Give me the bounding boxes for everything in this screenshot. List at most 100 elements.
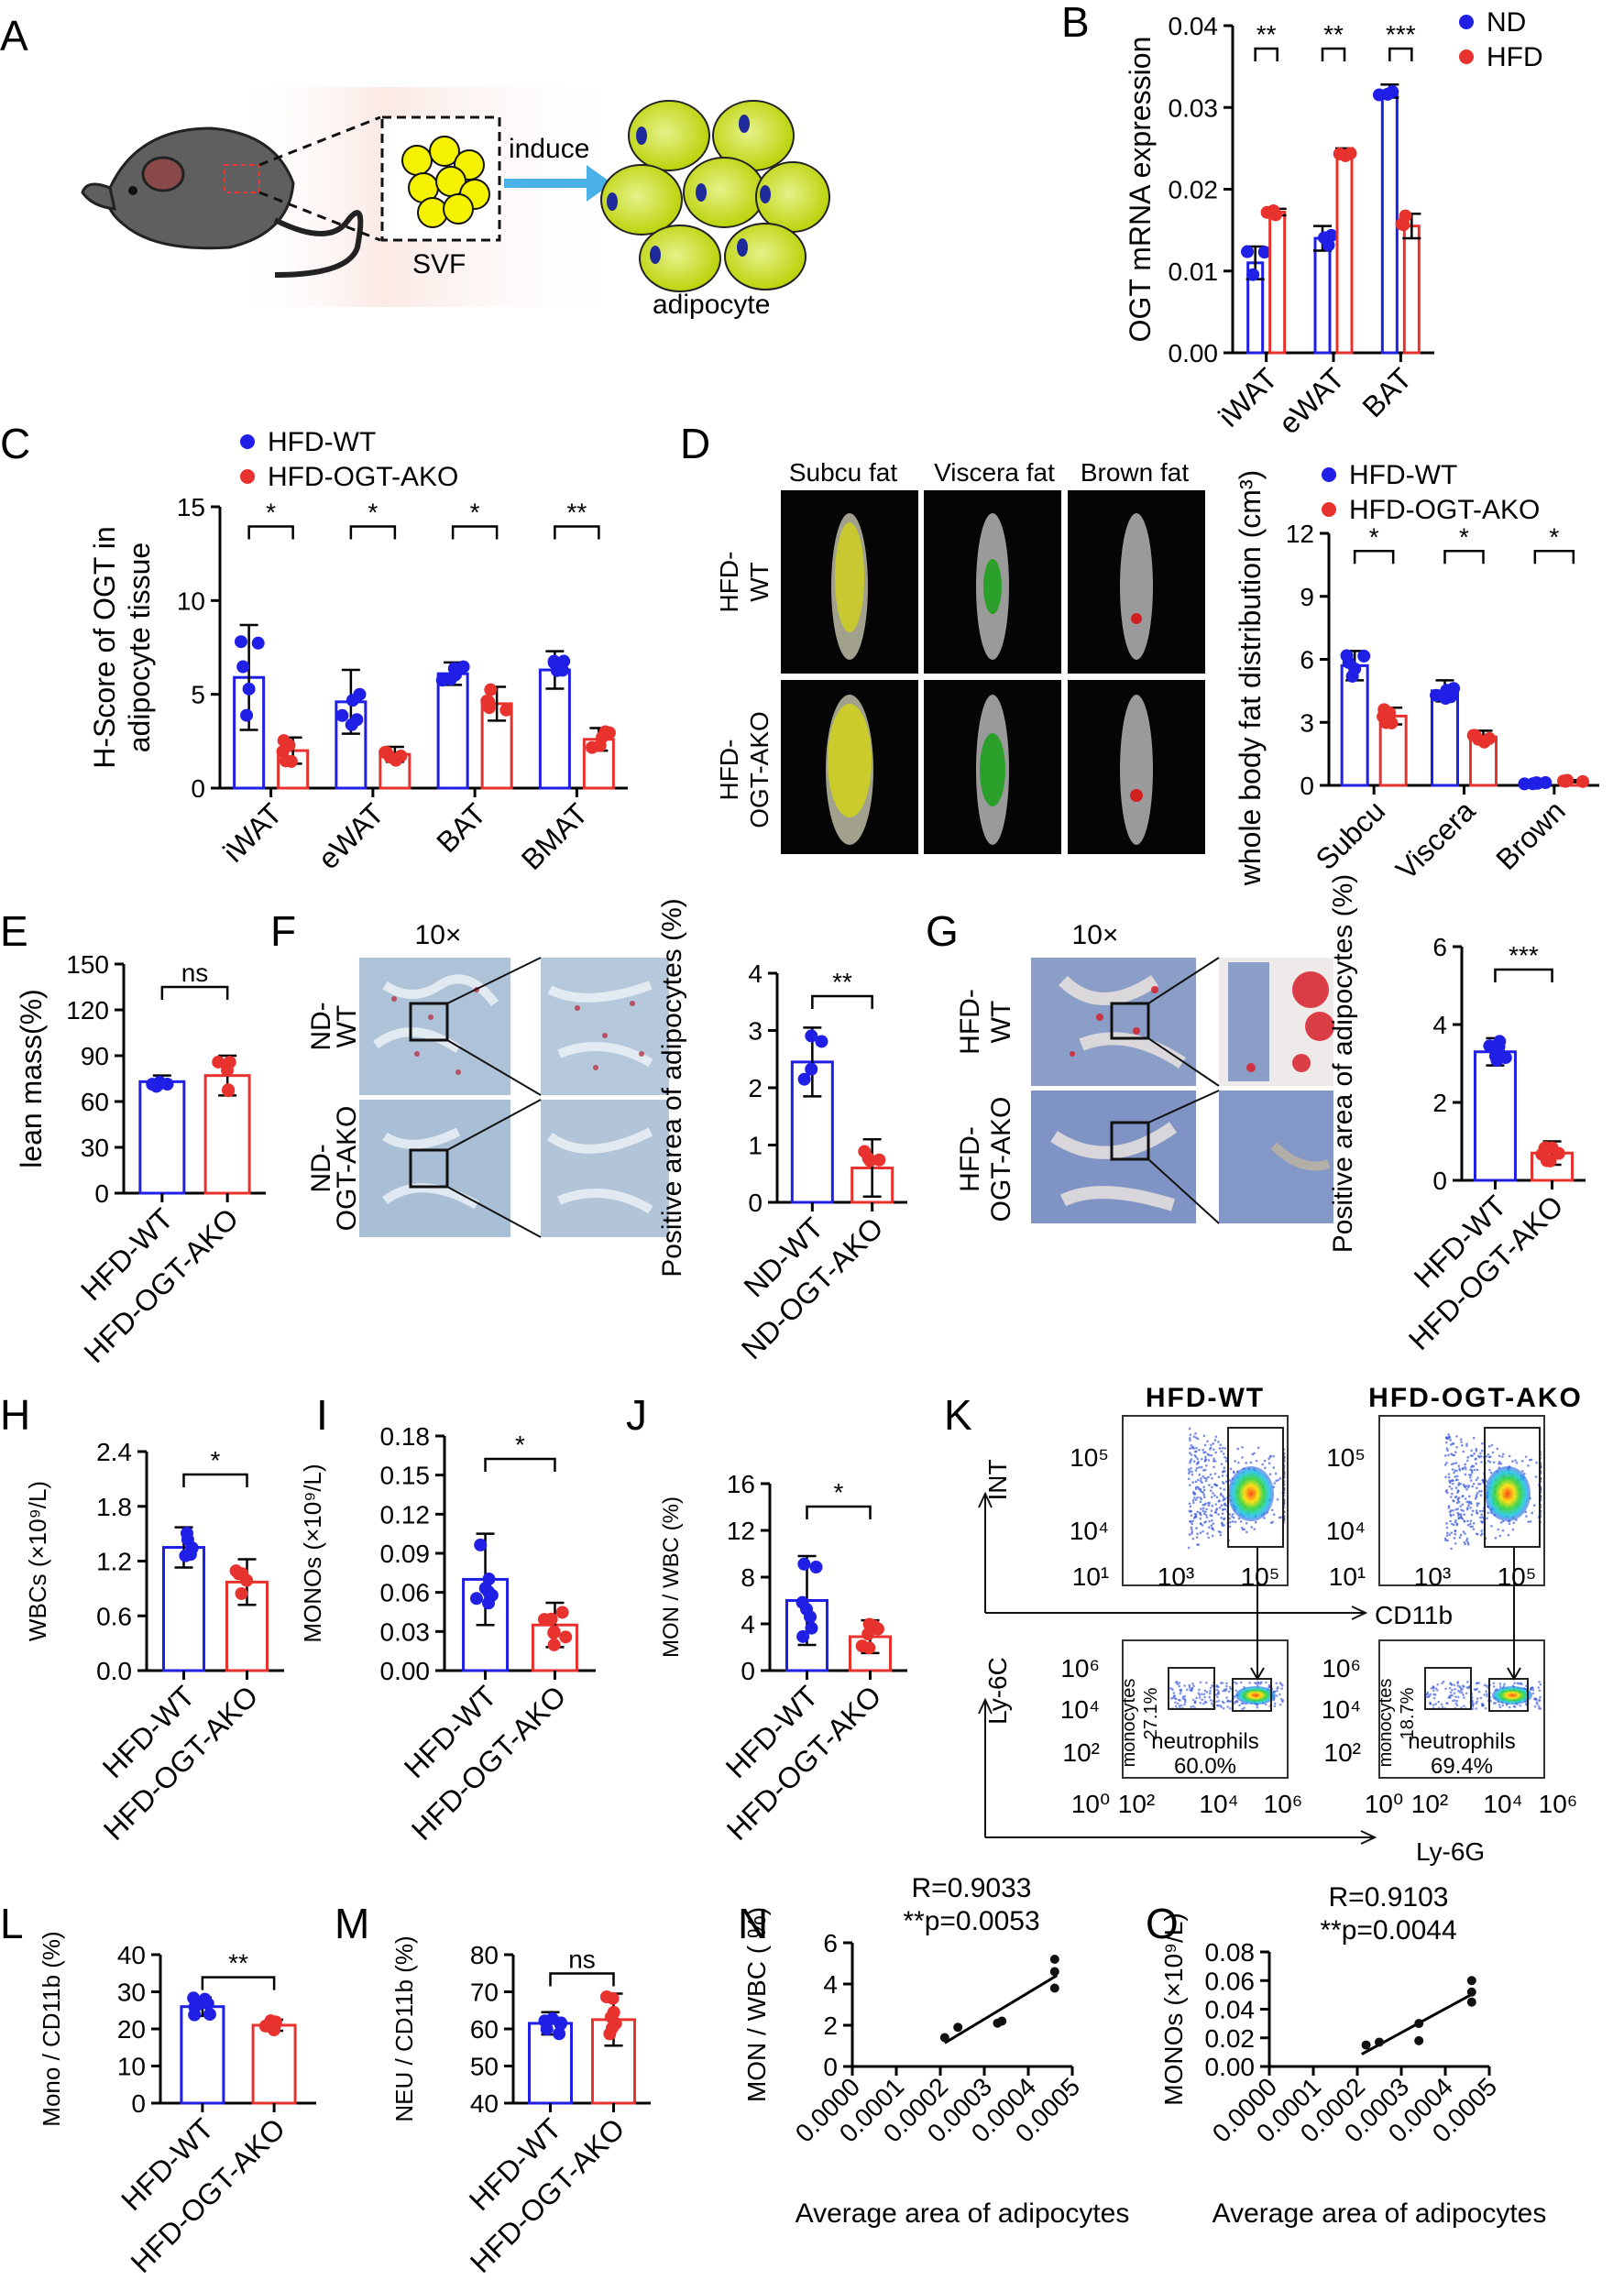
k-dot [1223,1470,1226,1473]
chart-i-1-point [537,1613,551,1627]
k-dot [1453,1537,1456,1540]
k-dot [1432,1693,1435,1696]
k-dot [1511,1528,1515,1531]
panel-label-c: C [0,420,30,467]
k-wt-bot-ytick-3: 10² [1063,1738,1100,1767]
k-dot [1171,1688,1174,1692]
chart-n-point [1049,1983,1059,1993]
k-dot [1189,1519,1191,1523]
k-dot [1192,1460,1196,1463]
k-ko-neu-label: neutrophils [1408,1729,1515,1754]
k-dot [1226,1705,1229,1708]
k-dot [1445,1702,1448,1705]
k-dot [1501,1529,1505,1532]
adipocyte-label: adipocyte [653,290,770,320]
k-ko-bot-xtick-3: 10⁴ [1483,1790,1522,1818]
k-dot [1467,1500,1471,1503]
k-dot [1190,1689,1193,1692]
k-dot [1195,1463,1199,1465]
k-dot [1176,1683,1180,1686]
k-dot [1265,1681,1267,1684]
k-dot [1465,1487,1468,1491]
k-dot [1228,1513,1232,1516]
k-dot [1531,1511,1534,1515]
chart-e-ytick-label: 60 [81,1088,109,1116]
chart-e-ytick-label: 150 [66,950,109,979]
k-dot [1211,1518,1213,1522]
k-dot [1177,1698,1180,1702]
k-dot [1268,1455,1272,1459]
k-dot [1425,1695,1429,1699]
k-ko-mono-label: monocytes [1376,1679,1396,1768]
chart-e-ytick-label: 30 [81,1134,109,1162]
k-dot [1464,1473,1467,1476]
chart-l-bracket [201,1976,276,1990]
k-dot [1197,1461,1200,1463]
chart-m-0-point [538,2014,552,2028]
k-dot [1196,1532,1199,1536]
k-dot [1193,1496,1196,1499]
k-dot [1204,1701,1208,1705]
chart-l-bar-0 [180,2005,225,2105]
k-dot [1527,1520,1531,1523]
k-dot [1464,1542,1467,1546]
chart-g-1-point [1543,1154,1557,1167]
k-dot [1194,1513,1198,1516]
k-dot [1256,1683,1259,1687]
k-title-wt: HFD-WT [1146,1383,1265,1413]
k-dot [1207,1526,1211,1529]
chart-b-legend-label: HFD [1487,42,1543,72]
k-dot [1471,1707,1475,1710]
chart-f-1-point [858,1145,872,1158]
k-dot [1231,1520,1234,1523]
chart-h-ytick-label: 1.2 [96,1548,132,1576]
k-dot [1199,1517,1202,1520]
chart-e-ytick-label: 0 [94,1179,109,1208]
chart-c-legend-marker [240,469,255,484]
k-dot [1459,1482,1462,1485]
g-row-wt-2: WT [986,1001,1016,1044]
k-dot [1278,1703,1282,1706]
k-dot [1181,1697,1185,1700]
chart-g-1-point [1552,1146,1565,1160]
chart-n-annot-p: **p=0.0053 [903,1906,1039,1936]
chart-i-ytick-label: 0.12 [380,1500,431,1529]
chart-j-0-point [796,1629,810,1643]
k-wt-neu-label: neutrophils [1151,1729,1258,1754]
k-dot [1178,1705,1181,1707]
k-dot [1454,1462,1458,1464]
k-dot [1537,1705,1541,1708]
k-dot [1210,1509,1213,1512]
k-dot [1198,1474,1202,1476]
k-dot [1214,1694,1218,1696]
k-wt-bot-xtick-4: 10⁶ [1264,1790,1303,1818]
k-dot [1216,1704,1220,1707]
k-dot [1211,1476,1213,1480]
k-dot [1442,1680,1445,1683]
k-dot [1194,1469,1198,1472]
k-dot [1228,1479,1232,1482]
k-dot [1214,1435,1218,1439]
k-dot [1508,1705,1511,1709]
k-dot [1215,1507,1219,1510]
k-dot [1481,1509,1485,1513]
k-dot [1466,1523,1470,1527]
k-dot [1193,1516,1197,1518]
chart-d-1-point [1483,731,1497,745]
chart-c-1-point [394,749,408,762]
k-dot [1487,1511,1490,1515]
k-dot [1469,1479,1473,1482]
chart-l-1-point [264,2020,278,2033]
chart-m-ytick-label: 60 [470,2015,499,2044]
k-dot [1237,1461,1240,1464]
k-dot [1454,1695,1457,1698]
k-dot [1480,1461,1483,1463]
k-dot [1463,1519,1466,1523]
k-dot [1188,1533,1191,1536]
chart-i-ylabel: MONOs (×10⁹/L) [299,1463,326,1642]
k-dot [1437,1700,1440,1704]
